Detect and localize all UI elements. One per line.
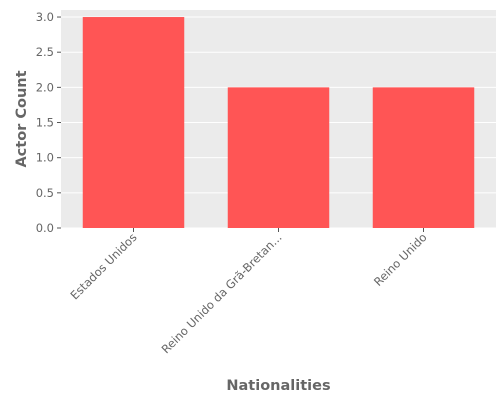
y-axis-ticks: 0.0 0.5 1.0 1.5 2.0 2.5 3.0 bbox=[36, 10, 61, 235]
y-axis-title: Actor Count bbox=[14, 70, 30, 167]
x-tick-label: Estados Unidos bbox=[67, 230, 139, 302]
y-tick-label: 1.5 bbox=[36, 116, 54, 130]
y-tick-label: 0.5 bbox=[36, 186, 54, 200]
y-tick-label: 3.0 bbox=[36, 10, 54, 24]
x-axis-ticks: Estados Unidos Reino Unido da Grã-Bretan.… bbox=[67, 228, 430, 356]
bar bbox=[372, 87, 475, 229]
x-tick-label: Reino Unido da Grã-Bretan... bbox=[159, 230, 285, 356]
bar bbox=[227, 87, 330, 229]
x-tick-label: Reino Unido bbox=[371, 230, 430, 289]
bar bbox=[82, 17, 185, 228]
y-tick-label: 1.0 bbox=[36, 151, 54, 165]
bars bbox=[82, 17, 475, 229]
x-axis-title: Nationalities bbox=[226, 378, 330, 394]
y-tick-label: 2.5 bbox=[36, 45, 54, 59]
y-tick-label: 2.0 bbox=[36, 80, 54, 94]
y-tick-label: 0.0 bbox=[36, 221, 54, 235]
